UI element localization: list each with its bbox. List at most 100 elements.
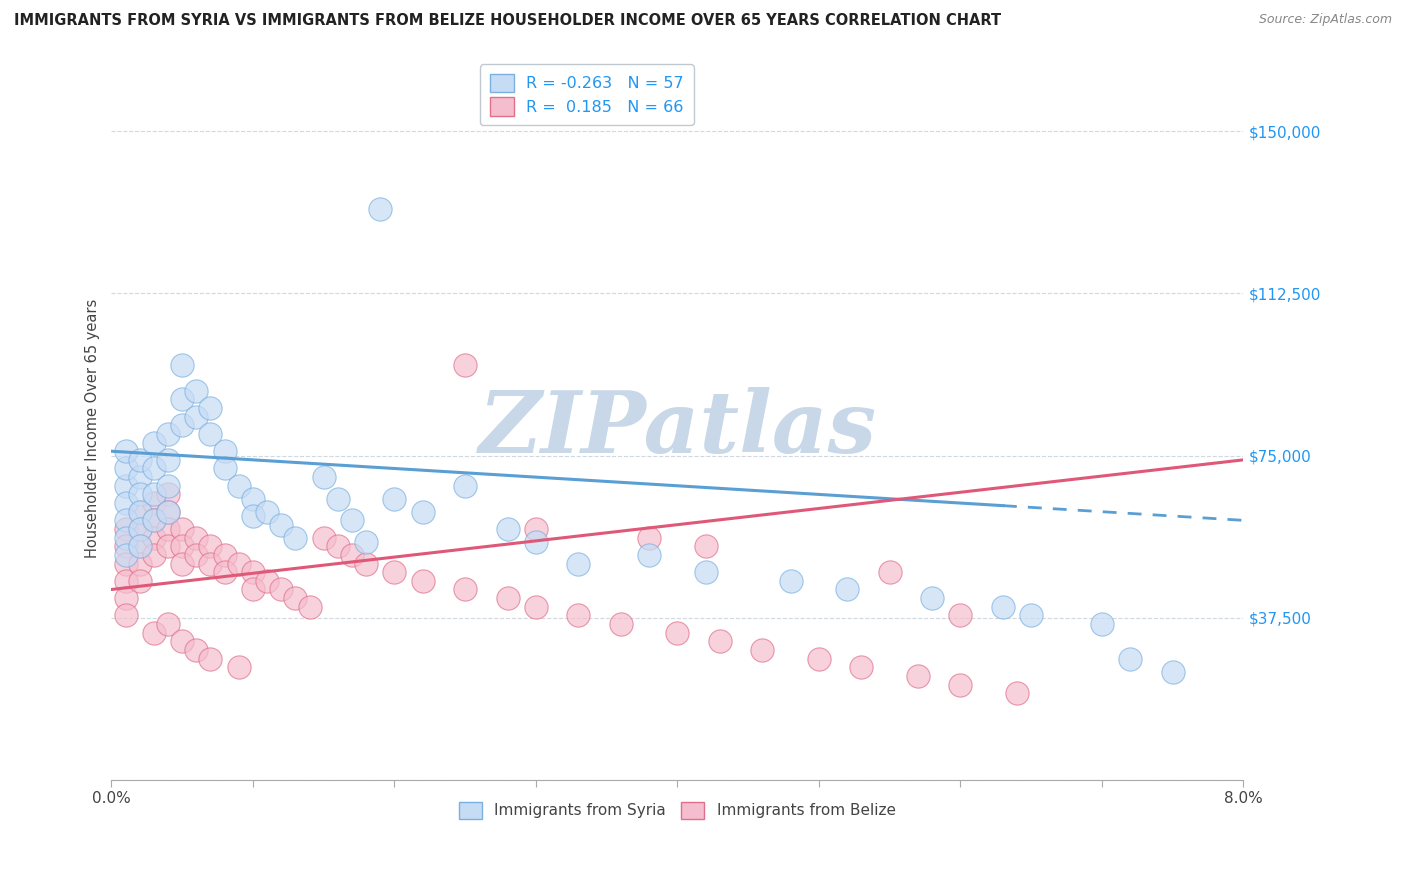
Point	[638, 531, 661, 545]
Point	[142, 487, 165, 501]
Point	[779, 574, 801, 588]
Point	[496, 522, 519, 536]
Point	[368, 202, 391, 217]
Point	[114, 522, 136, 536]
Point	[354, 557, 377, 571]
Point	[186, 548, 208, 562]
Point	[256, 505, 278, 519]
Point	[200, 401, 222, 415]
Point	[340, 548, 363, 562]
Point	[128, 505, 150, 519]
Point	[242, 491, 264, 506]
Point	[412, 505, 434, 519]
Point	[851, 660, 873, 674]
Point	[186, 384, 208, 398]
Point	[172, 358, 194, 372]
Point	[186, 643, 208, 657]
Point	[214, 565, 236, 579]
Point	[200, 557, 222, 571]
Point	[172, 539, 194, 553]
Point	[200, 651, 222, 665]
Point	[172, 557, 194, 571]
Point	[1091, 617, 1114, 632]
Point	[200, 539, 222, 553]
Point	[156, 522, 179, 536]
Point	[156, 617, 179, 632]
Point	[172, 418, 194, 433]
Point	[709, 634, 731, 648]
Point	[879, 565, 901, 579]
Point	[128, 522, 150, 536]
Point	[312, 470, 335, 484]
Point	[142, 625, 165, 640]
Point	[128, 505, 150, 519]
Point	[496, 591, 519, 606]
Point	[142, 435, 165, 450]
Point	[524, 599, 547, 614]
Point	[128, 539, 150, 553]
Point	[142, 461, 165, 475]
Point	[284, 591, 307, 606]
Point	[114, 591, 136, 606]
Point	[186, 531, 208, 545]
Point	[384, 565, 406, 579]
Point	[454, 582, 477, 597]
Point	[128, 487, 150, 501]
Point	[128, 453, 150, 467]
Point	[412, 574, 434, 588]
Point	[172, 634, 194, 648]
Point	[807, 651, 830, 665]
Point	[567, 608, 589, 623]
Point	[454, 358, 477, 372]
Text: ZIPatlas: ZIPatlas	[478, 387, 876, 470]
Text: Source: ZipAtlas.com: Source: ZipAtlas.com	[1258, 13, 1392, 27]
Point	[114, 461, 136, 475]
Point	[156, 505, 179, 519]
Point	[326, 539, 349, 553]
Point	[156, 426, 179, 441]
Point	[156, 505, 179, 519]
Point	[242, 509, 264, 524]
Point	[610, 617, 633, 632]
Point	[949, 608, 972, 623]
Point	[228, 557, 250, 571]
Point	[1119, 651, 1142, 665]
Point	[214, 444, 236, 458]
Point	[114, 479, 136, 493]
Point	[666, 625, 689, 640]
Point	[638, 548, 661, 562]
Point	[354, 535, 377, 549]
Point	[921, 591, 943, 606]
Point	[384, 491, 406, 506]
Point	[186, 409, 208, 424]
Point	[837, 582, 859, 597]
Point	[1005, 686, 1028, 700]
Point	[128, 574, 150, 588]
Y-axis label: Householder Income Over 65 years: Householder Income Over 65 years	[86, 299, 100, 558]
Point	[270, 517, 292, 532]
Point	[142, 513, 165, 527]
Text: IMMIGRANTS FROM SYRIA VS IMMIGRANTS FROM BELIZE HOUSEHOLDER INCOME OVER 65 YEARS: IMMIGRANTS FROM SYRIA VS IMMIGRANTS FROM…	[14, 13, 1001, 29]
Point	[340, 513, 363, 527]
Point	[524, 522, 547, 536]
Point	[128, 470, 150, 484]
Point	[1019, 608, 1042, 623]
Point	[991, 599, 1014, 614]
Point	[114, 539, 136, 553]
Point	[156, 453, 179, 467]
Point	[114, 557, 136, 571]
Point	[1161, 665, 1184, 679]
Point	[114, 574, 136, 588]
Point	[326, 491, 349, 506]
Point	[128, 557, 150, 571]
Point	[312, 531, 335, 545]
Point	[214, 461, 236, 475]
Point	[142, 496, 165, 510]
Point	[128, 539, 150, 553]
Legend: Immigrants from Syria, Immigrants from Belize: Immigrants from Syria, Immigrants from B…	[453, 796, 901, 824]
Point	[128, 522, 150, 536]
Point	[256, 574, 278, 588]
Point	[270, 582, 292, 597]
Point	[156, 479, 179, 493]
Point	[114, 531, 136, 545]
